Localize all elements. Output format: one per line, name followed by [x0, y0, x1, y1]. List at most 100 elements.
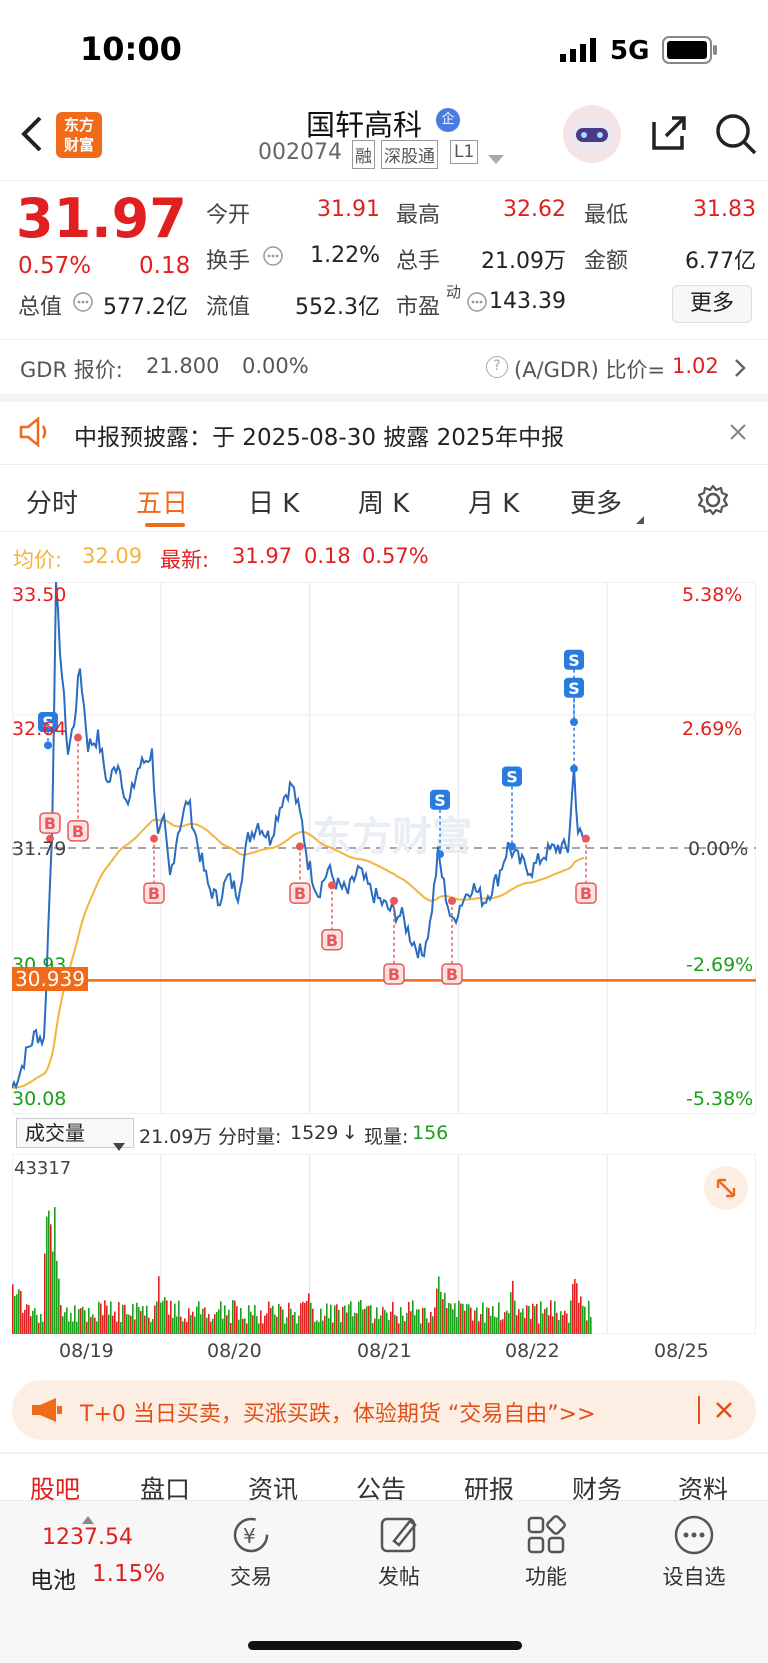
info-dots-icon[interactable]: [72, 291, 94, 317]
chevron-right-icon[interactable]: [734, 358, 746, 382]
volume-bar: [452, 1309, 454, 1334]
pe-value: 143.39: [489, 289, 566, 314]
y-tick-right-2: 0.00%: [688, 838, 749, 860]
tab-more[interactable]: 更多: [570, 489, 623, 519]
close-icon[interactable]: [728, 422, 748, 446]
volume-bar: [470, 1307, 472, 1334]
index-pct[interactable]: 1.15%: [92, 1561, 166, 1587]
volume-bar: [282, 1309, 284, 1334]
x-tick-2: 08/21: [357, 1340, 412, 1362]
volume-bar: [198, 1301, 200, 1334]
promo-divider: [698, 1396, 700, 1424]
tab-minute[interactable]: 分时: [26, 489, 79, 519]
dropdown-corner-icon: [636, 509, 644, 528]
volume-bar: [404, 1321, 406, 1334]
expand-icon[interactable]: [704, 1166, 748, 1210]
help-icon[interactable]: ?: [486, 356, 508, 378]
volume-bar: [514, 1300, 516, 1334]
tab-daily-k[interactable]: 日 K: [248, 489, 300, 519]
nav-add-watchlist[interactable]: 设自选: [662, 1565, 726, 1589]
app-logo: 东方 财富: [56, 112, 102, 158]
index-value[interactable]: 1237.54: [42, 1525, 133, 1550]
volume-bar: [86, 1321, 88, 1334]
volume-bar: [170, 1300, 172, 1334]
subtab-forum[interactable]: 股吧: [30, 1475, 81, 1500]
open-value: 31.91: [317, 197, 380, 222]
volume-bar: [246, 1323, 248, 1334]
speaker-icon: [18, 416, 52, 452]
tab-monthly-k[interactable]: 月 K: [468, 489, 520, 519]
volume-label: 总手: [396, 249, 441, 274]
gdr-pct: 0.00%: [242, 354, 309, 378]
subtab-orderbook[interactable]: 盘口: [140, 1475, 191, 1500]
promo-banner[interactable]: T+0 当日买卖，买涨买跌，体验期货 “交易自由”>>: [12, 1380, 756, 1440]
volume-selector[interactable]: 成交量: [16, 1118, 134, 1151]
volume-bar: [32, 1310, 34, 1334]
tab-five-day[interactable]: 五日: [136, 489, 189, 519]
notice-bar[interactable]: 中报预披露：于 2025-08-30 披露 2025年中报: [0, 402, 768, 464]
nav-trade[interactable]: 交易: [230, 1565, 272, 1589]
volume-bar: [456, 1317, 458, 1334]
chevron-down-icon[interactable]: [488, 150, 504, 169]
volume-bar: [390, 1311, 392, 1334]
x-tick-3: 08/22: [505, 1340, 560, 1362]
gear-icon[interactable]: [696, 483, 730, 521]
network-label: 5G: [610, 36, 650, 66]
enterprise-badge-icon: 企: [436, 108, 460, 132]
nav-post[interactable]: 发帖: [378, 1565, 420, 1589]
last-pct: 0.57%: [362, 544, 429, 568]
volume-bar: [434, 1307, 436, 1334]
grid-icon[interactable]: [524, 1513, 568, 1561]
volume-bar: [516, 1315, 518, 1334]
subtab-finance[interactable]: 财务: [572, 1475, 623, 1500]
volume-bar: [158, 1276, 160, 1334]
edit-icon[interactable]: [378, 1513, 422, 1561]
volume-bar: [74, 1305, 76, 1334]
back-icon[interactable]: [18, 114, 44, 158]
share-icon[interactable]: [648, 112, 690, 158]
trade-icon[interactable]: ¥: [228, 1513, 274, 1561]
info-dots-icon[interactable]: [466, 291, 488, 317]
volume-bar: [334, 1305, 336, 1334]
search-icon[interactable]: [714, 112, 758, 160]
robot-avatar-icon[interactable]: [562, 104, 622, 168]
volume-bar: [176, 1316, 178, 1334]
volume-bar: [184, 1318, 186, 1334]
index-name[interactable]: 电池: [30, 1568, 76, 1594]
buy-point: [46, 834, 54, 843]
volume-bar: [266, 1313, 268, 1334]
tag-level: L1: [450, 140, 479, 164]
volume-bar: [414, 1315, 416, 1334]
volume-bar: [98, 1301, 100, 1334]
subtab-research[interactable]: 研报: [464, 1475, 515, 1500]
volume-bar: [92, 1314, 94, 1334]
volume-bar: [24, 1309, 26, 1334]
mktcap-label: 总值: [18, 295, 63, 320]
pe-superscript: 动: [446, 283, 462, 301]
tab-weekly-k[interactable]: 周 K: [358, 489, 410, 519]
volume-bar: [88, 1308, 90, 1334]
more-button[interactable]: 更多: [672, 285, 752, 323]
volume-bar: [254, 1305, 256, 1334]
pe-label: 市盈: [396, 295, 441, 320]
volume-bar: [416, 1309, 418, 1334]
volume-bar: [476, 1307, 478, 1334]
volume-bar: [432, 1316, 434, 1334]
cost-line-label[interactable]: 30.939: [12, 967, 88, 991]
nav-functions[interactable]: 功能: [525, 1565, 567, 1589]
subtab-profile[interactable]: 资料: [678, 1475, 729, 1500]
volume-chart[interactable]: 43317: [12, 1154, 756, 1334]
buy-marker: [67, 820, 89, 842]
volume-bar: [168, 1314, 170, 1334]
more-dots-icon[interactable]: [672, 1513, 716, 1561]
close-icon[interactable]: [714, 1400, 734, 1424]
volume-bar: [144, 1315, 146, 1334]
volume-bar: [342, 1306, 344, 1334]
info-dots-icon[interactable]: [262, 245, 284, 271]
volume-bar: [348, 1304, 350, 1334]
buy-marker-label: B: [580, 884, 592, 903]
gdr-row[interactable]: GDR 报价: 21.800 0.00% ? (A/GDR) 比价= 1.02: [0, 340, 768, 394]
subtab-news[interactable]: 资讯: [248, 1475, 299, 1500]
subtab-announcements[interactable]: 公告: [356, 1475, 407, 1500]
